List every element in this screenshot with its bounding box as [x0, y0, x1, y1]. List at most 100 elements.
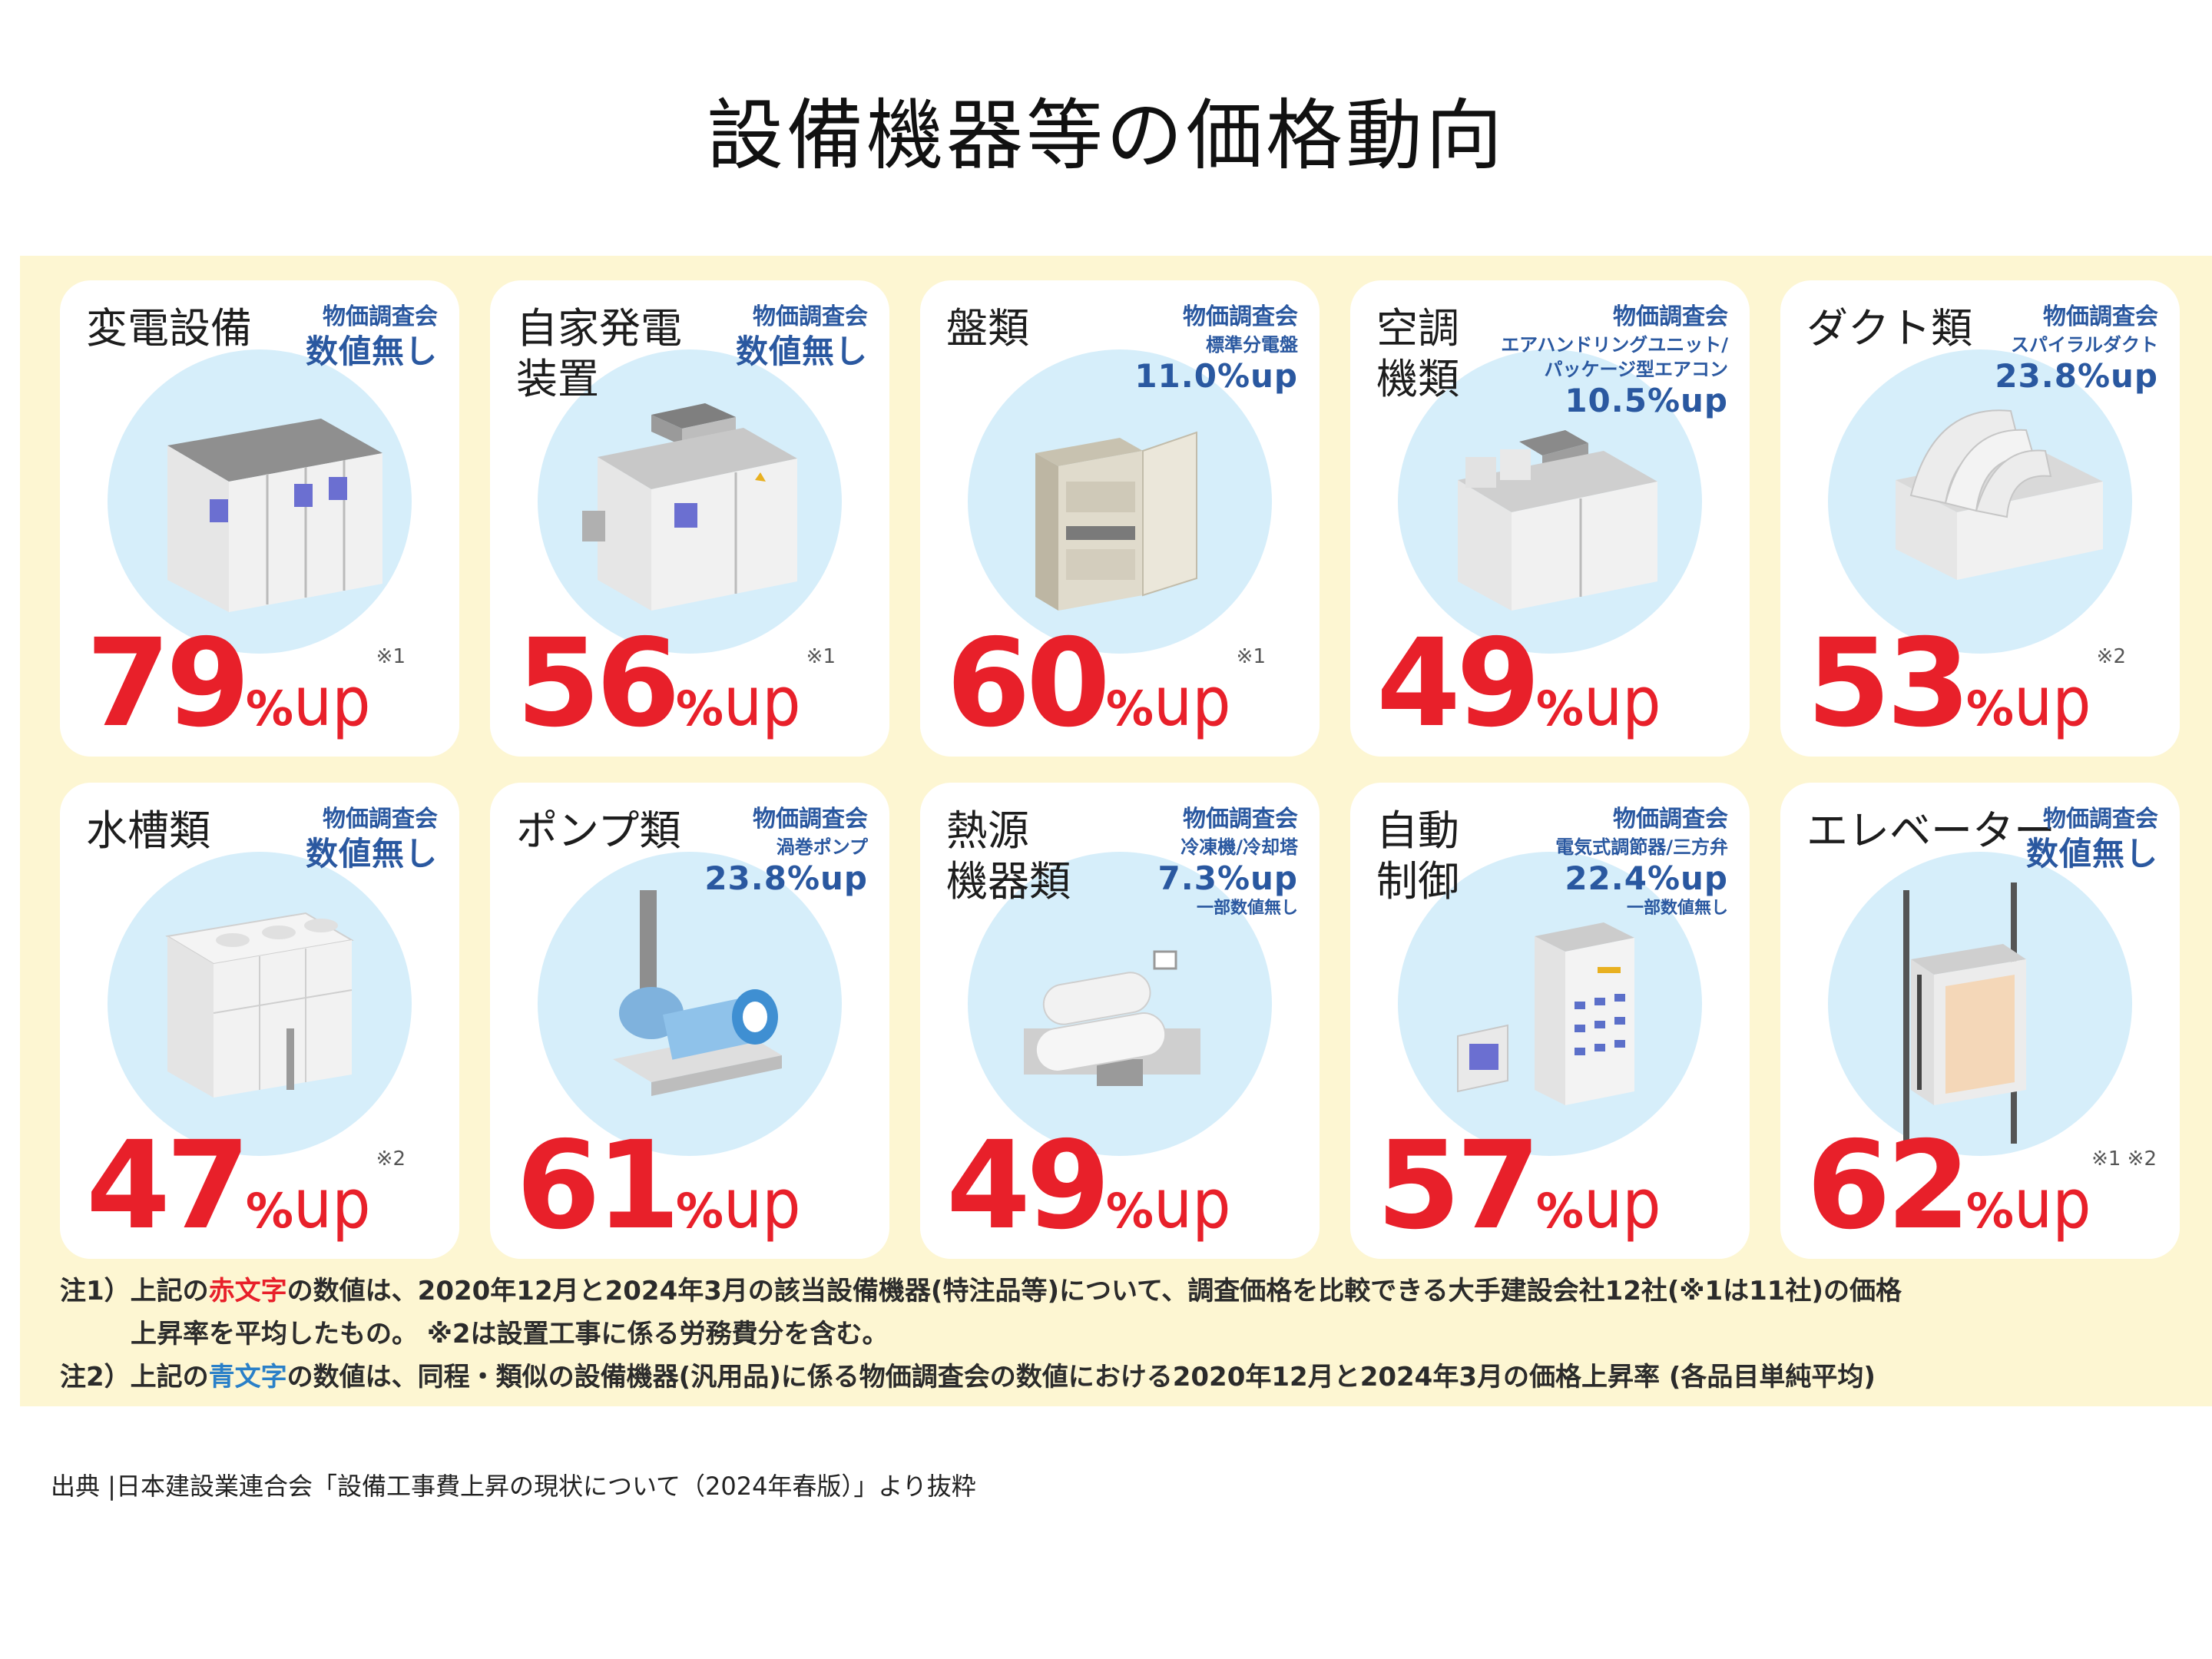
- percent-up: 53%up: [1806, 618, 2091, 749]
- card-air-conditioning: 空調 機類 物価調査会 エアハンドリングユニット/ パッケージ型エアコン 10.…: [1350, 280, 1750, 757]
- source-value: 22.4%up: [1565, 859, 1728, 897]
- up-label: up: [293, 662, 371, 741]
- up-label: up: [2014, 662, 2091, 741]
- percent-up: 61%up: [516, 1121, 800, 1251]
- source-item: 標準分電盤: [1206, 334, 1298, 356]
- percent-sign: %: [675, 680, 724, 737]
- percent-number: 53: [1806, 613, 1971, 754]
- card-source: 物価調査会 標準分電盤 11.0%up: [1134, 302, 1298, 396]
- percent-sign: %: [1965, 680, 2014, 737]
- up-label: up: [724, 662, 801, 741]
- card-source: 物価調査会 電気式調節器/三方弁 22.4%up 一部数値無し: [1555, 804, 1728, 919]
- elevator-illustration: [1903, 882, 2026, 1151]
- card-source: 物価調査会 数値無し: [306, 302, 438, 371]
- card-name: 熱源 機器類: [946, 806, 1071, 906]
- card-name: ポンプ類: [516, 806, 681, 855]
- percent-sign: %: [245, 680, 293, 737]
- percent-up: 56%up: [516, 618, 800, 749]
- card-name: 変電設備: [86, 304, 252, 353]
- footnote-mark: ※2: [2096, 645, 2126, 668]
- circle-bg: [538, 852, 842, 1156]
- card-source: 物価調査会 数値無し: [2026, 804, 2158, 873]
- footnote-mark: ※1: [376, 645, 406, 668]
- card-water-tank: 水槽類 物価調査会 数値無し 47%up ※2: [60, 783, 459, 1259]
- source-value: 10.5%up: [1565, 382, 1728, 419]
- note-1-prefix: 注1）上記の: [60, 1276, 209, 1306]
- note-2-body: の数値は、同程・類似の設備機器(汎用品)に係る物価調査会の数値における2020年…: [286, 1362, 1876, 1392]
- source-org: 物価調査会: [753, 303, 868, 330]
- note-1-continued: 上昇率を平均したもの。 ※2は設置工事に係る労務費分を含む。: [131, 1319, 889, 1349]
- infographic-panel: 変電設備 物価調査会 数値無し 79%up ※1 自家発電 装置 物価調査会 数…: [20, 256, 2212, 1406]
- card-name: 盤類: [946, 304, 1029, 353]
- card-source: 物価調査会 渦巻ポンプ 23.8%up: [704, 804, 868, 898]
- card-source: 物価調査会 エアハンドリングユニット/ パッケージ型エアコン 10.5%up: [1501, 302, 1728, 420]
- percent-up: 60%up: [946, 618, 1230, 749]
- card-duct: ダクト類 物価調査会 スパイラルダクト 23.8%up 53%up ※2: [1780, 280, 2180, 757]
- percent-up: 49%up: [946, 1121, 1230, 1251]
- percent-number: 49: [1376, 613, 1541, 754]
- percent-sign: %: [1105, 680, 1154, 737]
- card-heat-source: 熱源 機器類 物価調査会 冷凍機/冷却塔 7.3%up 一部数値無し 49%up: [920, 783, 1320, 1259]
- percent-up: 79%up: [86, 618, 370, 749]
- percent-number: 79: [86, 613, 250, 754]
- card-automatic-control: 自動 制御 物価調査会 電気式調節器/三方弁 22.4%up 一部数値無し 57…: [1350, 783, 1750, 1259]
- note-1: 注1）上記の赤文字の数値は、2020年12月と2024年3月の該当設備機器(特注…: [60, 1270, 2180, 1313]
- percent-number: 49: [946, 1115, 1111, 1257]
- up-label: up: [1154, 1164, 1231, 1243]
- note-1-body: の数値は、2020年12月と2024年3月の該当設備機器(特注品等)について、調…: [286, 1276, 1902, 1306]
- percent-up: 47%up: [86, 1121, 370, 1251]
- card-name: エレベーター: [1806, 806, 2055, 855]
- footnote-mark: ※1: [806, 645, 836, 668]
- percent-up: 57%up: [1376, 1121, 1661, 1251]
- pump-illustration: [613, 890, 782, 1096]
- source-value: 数値無し: [305, 333, 438, 370]
- panelboard-illustration: [1035, 431, 1197, 611]
- source-org: 物価調査会: [1183, 806, 1298, 833]
- up-label: up: [724, 1164, 801, 1243]
- card-name: 自動 制御: [1376, 806, 1459, 906]
- generator-illustration: [582, 403, 797, 611]
- page-title: 設備機器等の価格動向: [707, 91, 1505, 180]
- card-source: 物価調査会 数値無し: [736, 302, 868, 371]
- percent-number: 60: [946, 613, 1111, 754]
- source-note: 一部数値無し: [1196, 899, 1298, 918]
- source-note: 一部数値無し: [1626, 899, 1728, 918]
- source-org: 物価調査会: [1183, 303, 1298, 330]
- source-org: 物価調査会: [1613, 806, 1728, 833]
- card-source: 物価調査会 冷凍機/冷却塔 7.3%up 一部数値無し: [1158, 804, 1298, 919]
- air-conditioner-illustration: [1458, 430, 1657, 611]
- card-pump: ポンプ類 物価調査会 渦巻ポンプ 23.8%up 61%up: [490, 783, 889, 1259]
- percent-up: 62%up: [1806, 1121, 2091, 1251]
- percent-sign: %: [245, 1183, 293, 1239]
- note-2-prefix: 注2）上記の: [60, 1362, 209, 1392]
- source-item: 電気式調節器/三方弁: [1555, 836, 1728, 858]
- card-name: 空調 機類: [1376, 304, 1459, 403]
- card-source: 物価調査会 スパイラルダクト 23.8%up: [1995, 302, 2158, 396]
- percent-number: 62: [1806, 1115, 1971, 1257]
- percent-number: 61: [516, 1115, 680, 1257]
- card-substation: 変電設備 物価調査会 数値無し 79%up ※1: [60, 280, 459, 757]
- substation-illustration: [167, 419, 382, 612]
- notes: 注1）上記の赤文字の数値は、2020年12月と2024年3月の該当設備機器(特注…: [60, 1270, 2180, 1399]
- percent-sign: %: [1965, 1183, 2014, 1239]
- percent-number: 57: [1376, 1115, 1541, 1257]
- up-label: up: [1154, 662, 1231, 741]
- card-source: 物価調査会 数値無し: [306, 804, 438, 873]
- source-org: 物価調査会: [2043, 303, 2158, 330]
- source-value: 数値無し: [305, 835, 438, 873]
- source-item: 冷凍機/冷却塔: [1181, 836, 1298, 858]
- percent-up: 49%up: [1376, 618, 1661, 749]
- source-org: 物価調査会: [323, 806, 438, 833]
- water-tank-illustration: [165, 912, 354, 1098]
- card-name: 水槽類: [86, 806, 210, 855]
- percent-number: 56: [516, 613, 680, 754]
- card-name: ダクト類: [1806, 304, 1972, 353]
- percent-number: 47: [86, 1115, 250, 1257]
- control-panel-illustration: [1457, 922, 1634, 1105]
- card-elevator: エレベーター 物価調査会 数値無し 62%up ※1 ※2: [1780, 783, 2180, 1259]
- percent-sign: %: [675, 1183, 724, 1239]
- up-label: up: [293, 1164, 371, 1243]
- chiller-illustration: [1024, 950, 1200, 1086]
- source-org: 物価調査会: [753, 806, 868, 833]
- source-value: 23.8%up: [1995, 357, 2158, 395]
